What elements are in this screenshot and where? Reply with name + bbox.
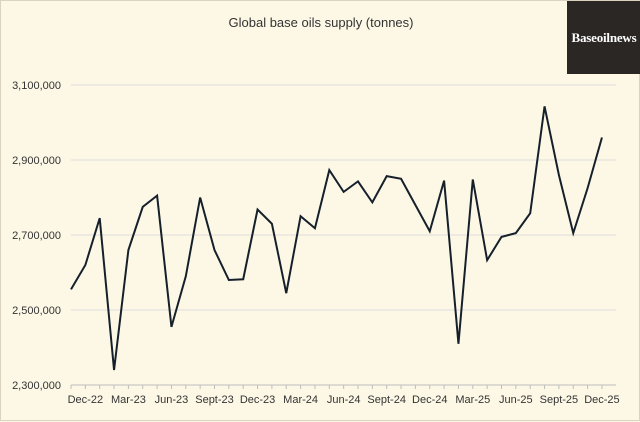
x-tick-label: Jun-25 (499, 394, 533, 406)
y-tick-label: 2,900,000 (12, 155, 61, 167)
axis-layer (70, 384, 616, 389)
y-axis-ticks: 2,300,000 2,500,000 2,700,000 2,900,000 3,10… (12, 80, 61, 392)
x-tick-label: Mar-25 (455, 394, 490, 406)
series-line (70, 106, 603, 371)
grid-layer (71, 84, 616, 311)
x-axis-ticks: Dec-22 Mar-23 Jun-23 Sept-23 Dec-23 Mar-24 Jun… (68, 394, 620, 406)
x-tick-label: Jun-24 (327, 394, 361, 406)
x-tick-label: Jun-23 (155, 394, 189, 406)
x-tick-label: Sept-24 (367, 394, 406, 406)
y-tick-label: 2,500,000 (12, 305, 61, 317)
x-tick-label: Dec-22 (68, 394, 103, 406)
x-tick-label: Sept-23 (195, 394, 234, 406)
brand-logo: Baseoilnews (567, 1, 640, 74)
x-tick-label: Dec-25 (584, 394, 619, 406)
y-tick-label: 3,100,000 (12, 80, 61, 92)
logo-text: Baseoilnews (571, 29, 637, 45)
series-layer (70, 106, 603, 371)
x-tick-label: Sept-25 (540, 394, 579, 406)
x-tick-label: Mar-24 (283, 394, 318, 406)
y-tick-label: 2,700,000 (12, 230, 61, 242)
x-tick-label: Dec-23 (240, 394, 275, 406)
x-tick-label: Dec-24 (412, 394, 447, 406)
y-tick-label: 2,300,000 (12, 380, 61, 392)
chart-title: Global base oils supply (tonnes) (228, 15, 414, 30)
x-tick-label: Mar-23 (111, 394, 146, 406)
